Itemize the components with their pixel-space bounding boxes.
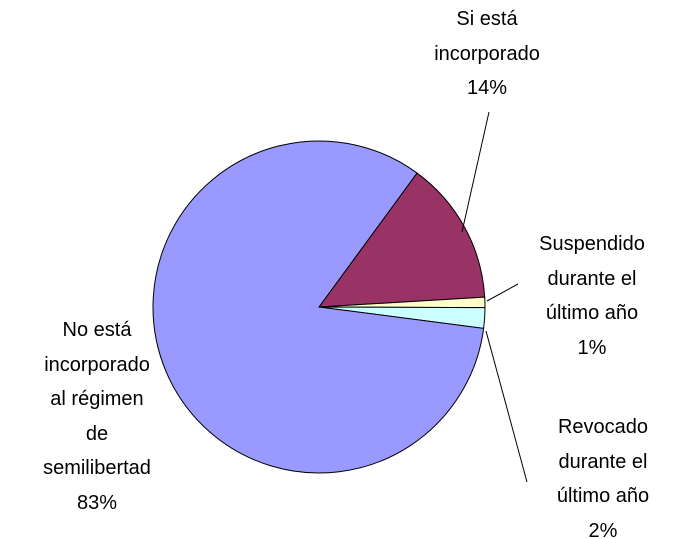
label-group: Suspendido durante el último año 1% (512, 227, 672, 365)
category-label: Suspendido durante el último año (539, 233, 645, 324)
category-label: No está incorporado al régimen de semili… (43, 319, 151, 479)
value-label: 83% (76, 491, 118, 514)
value-label: 2% (588, 519, 618, 539)
label-group: Si está incorporado 14% (407, 2, 567, 106)
pie-slice (317, 172, 486, 308)
label-group: Revocado durante el último año 2% (523, 410, 674, 539)
category-label: Revocado durante el último año (556, 416, 650, 507)
value-label: 14% (466, 77, 508, 99)
value-label: 1% (577, 336, 607, 359)
leader-line (485, 330, 528, 483)
label-group: No está incorporado al régimen de semili… (12, 313, 182, 520)
leader-line (461, 111, 490, 233)
category-label: Si está incorporado (434, 8, 540, 65)
leader-line (486, 283, 519, 302)
pie-slice (152, 140, 485, 474)
